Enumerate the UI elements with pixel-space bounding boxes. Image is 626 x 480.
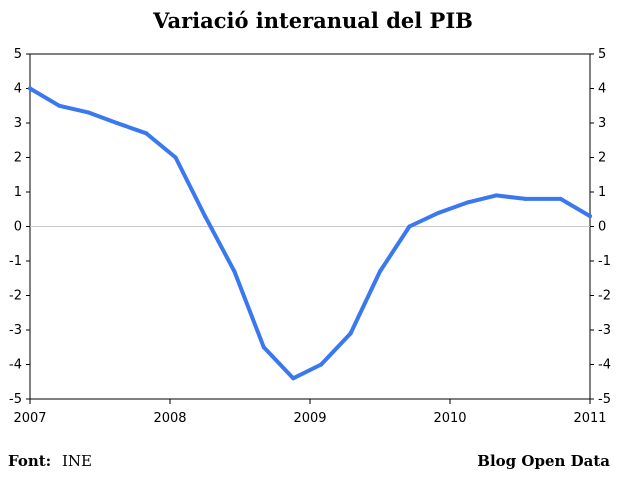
- data-point: [466, 200, 471, 205]
- x-tick-label: 2009: [293, 411, 326, 426]
- y-tick-label-right: 2: [598, 151, 606, 166]
- y-tick-label-left: 4: [14, 82, 22, 97]
- y-tick-label-right: -3: [598, 323, 611, 338]
- x-tick-label: 2010: [433, 411, 466, 426]
- y-tick-label-left: -1: [9, 254, 22, 269]
- x-axis: 2007 2008 2009 2010 2011: [13, 399, 607, 426]
- data-point: [494, 193, 499, 198]
- y-tick-label-left: -5: [9, 392, 22, 407]
- y-tick-label-left: 1: [14, 185, 22, 200]
- chart-title: Variació interanual del PIB: [152, 8, 473, 33]
- data-point: [173, 155, 178, 160]
- data-point: [378, 269, 382, 274]
- source-note: Font: INE: [8, 452, 92, 470]
- brand-label: Blog Open Data: [477, 452, 610, 470]
- data-point: [558, 196, 563, 201]
- y-tick-label-right: -2: [598, 289, 611, 304]
- data-point: [114, 121, 119, 125]
- y-tick-label-left: 0: [14, 220, 22, 235]
- right-y-axis: 5 4 3 2 1 0 -1 -2 -3 -4 -5: [590, 47, 611, 407]
- data-point: [28, 86, 32, 91]
- data-point: [203, 214, 207, 219]
- data-point: [232, 269, 237, 274]
- y-tick-label-right: 1: [598, 185, 606, 200]
- data-point: [319, 362, 324, 367]
- data-point: [523, 196, 528, 201]
- data-point: [588, 214, 592, 219]
- y-tick-label-left: -2: [9, 289, 22, 304]
- x-tick-label: 2008: [153, 411, 186, 426]
- y-tick-label-left: -4: [9, 358, 22, 373]
- y-tick-label-left: -3: [9, 323, 22, 338]
- x-tick-label: 2007: [13, 411, 46, 426]
- data-point: [144, 131, 149, 136]
- left-y-axis: 5 4 3 2 1 0 -1 -2 -3 -4 -5: [9, 47, 30, 407]
- y-tick-label-left: 3: [14, 116, 22, 131]
- y-tick-label-right: -4: [598, 358, 611, 373]
- y-tick-label-right: -1: [598, 254, 611, 269]
- data-point: [86, 110, 91, 115]
- y-tick-label-right: -5: [598, 392, 611, 407]
- y-tick-label-right: 4: [598, 82, 606, 97]
- y-tick-label-right: 0: [598, 220, 606, 235]
- source-label: Font:: [8, 452, 51, 470]
- y-tick-label-right: 3: [598, 116, 606, 131]
- data-point: [436, 210, 441, 215]
- series-line: [28, 86, 592, 381]
- series-layer: [28, 86, 592, 381]
- data-point: [348, 331, 353, 336]
- y-tick-label-left: 5: [14, 47, 22, 62]
- y-tick-label-left: 2: [14, 151, 22, 166]
- data-point: [291, 376, 296, 381]
- data-point: [407, 224, 412, 229]
- data-point: [261, 345, 266, 350]
- data-point: [57, 103, 62, 108]
- y-tick-label-right: 5: [598, 47, 606, 62]
- x-tick-label: 2011: [573, 411, 606, 426]
- source-value: INE: [62, 452, 92, 470]
